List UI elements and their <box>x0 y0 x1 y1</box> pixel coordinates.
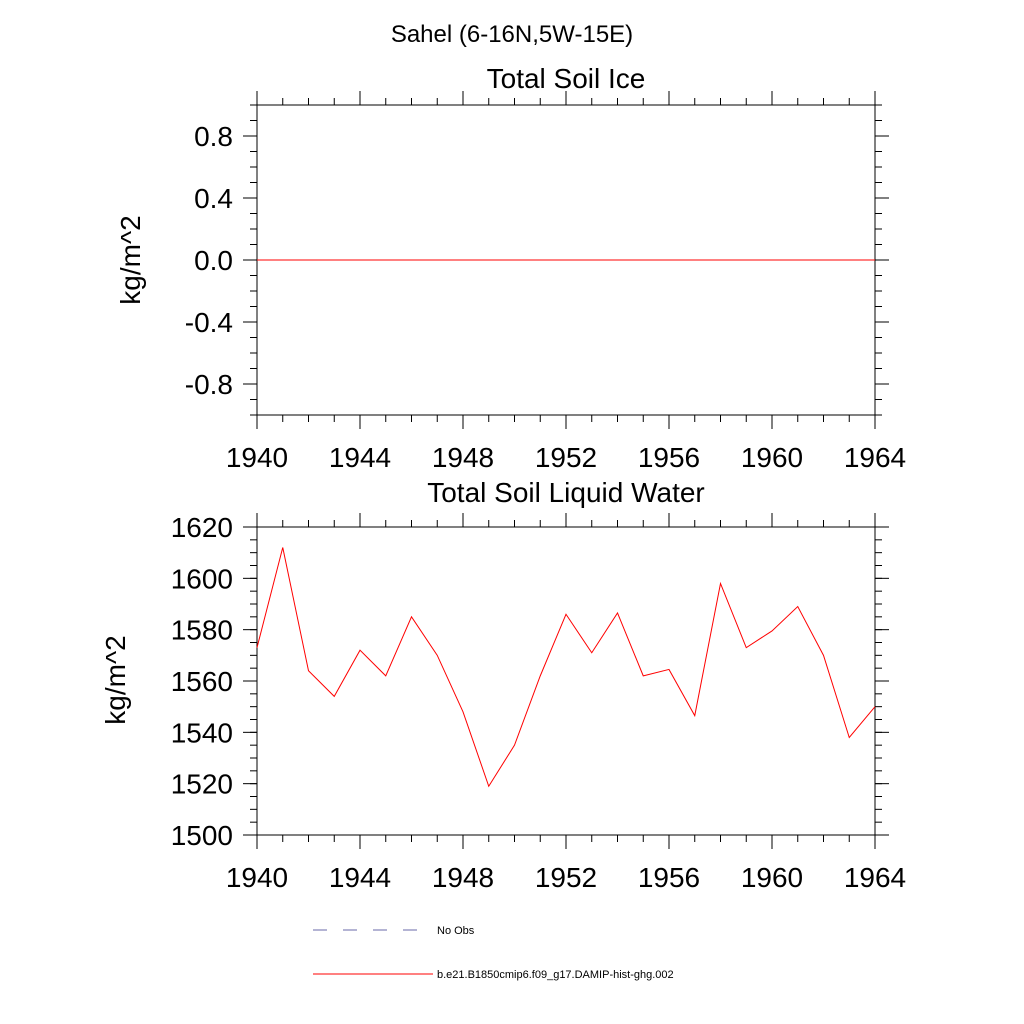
soil-ice-panel: Total Soil Ice kg/m^2 1940 1944 1948 1952 19… <box>115 63 906 473</box>
legend-label-run: b.e21.B1850cmip6.f09_g17.DAMIP-hist-ghg.… <box>437 969 674 981</box>
soil-ice-x-tick-label: 1956 <box>638 442 700 473</box>
soil-liquid-water-series-line <box>256 547 876 788</box>
soil-liquid-water-x-tick-label: 1944 <box>329 862 391 893</box>
legend-label-no-obs: No Obs <box>437 925 475 937</box>
soil-ice-x-tick-label: 1964 <box>844 442 906 473</box>
soil-ice-x-tick-label: 1952 <box>535 442 597 473</box>
soil-ice-x-tick-label: 1960 <box>741 442 803 473</box>
soil-ice-x-tick-label: 1940 <box>226 442 288 473</box>
soil-liquid-water-y-tick-label: 1540 <box>171 717 233 748</box>
soil-liquid-water-x-tick-label: 1960 <box>741 862 803 893</box>
figure-suptitle: Sahel (6-16N,5W-15E) <box>391 21 633 48</box>
soil-liquid-water-x-tick-label: 1948 <box>432 862 494 893</box>
soil-liquid-water-y-tick-label: 1580 <box>171 615 233 646</box>
soil-liquid-water-y-tick-label: 1560 <box>171 666 233 697</box>
soil-ice-x-tick-label: 1944 <box>329 442 391 473</box>
soil-liquid-water-plot-frame <box>256 526 876 836</box>
soil-liquid-water-y-tick-label: 1600 <box>171 563 233 594</box>
soil-ice-y-tick-label: 0.4 <box>194 183 233 214</box>
soil-liquid-water-y-tick-label: 1500 <box>171 820 233 851</box>
soil-liquid-water-y-tick-label: 1520 <box>171 769 233 800</box>
legend: No Obs b.e21.B1850cmip6.f09_g17.DAMIP-hi… <box>313 925 674 981</box>
soil-ice-ylabel: kg/m^2 <box>115 215 146 304</box>
soil-liquid-water-ylabel: kg/m^2 <box>100 635 131 724</box>
soil-liquid-water-x-tick-label: 1956 <box>638 862 700 893</box>
soil-liquid-water-panel: Total Soil Liquid Water kg/m^2 1940 1944 1… <box>100 477 906 893</box>
soil-ice-y-tick-label: 0.8 <box>194 121 233 152</box>
soil-liquid-water-x-tick-label: 1952 <box>535 862 597 893</box>
soil-ice-x-tick-label: 1948 <box>432 442 494 473</box>
soil-ice-y-tick-label: -0.8 <box>185 369 233 400</box>
soil-liquid-water-title: Total Soil Liquid Water <box>427 477 705 508</box>
soil-ice-y-tick-label: 0.0 <box>194 245 233 276</box>
soil-ice-title: Total Soil Ice <box>487 63 646 94</box>
soil-liquid-water-x-tick-label: 1964 <box>844 862 906 893</box>
soil-ice-y-tick-label: -0.4 <box>185 307 233 338</box>
soil-liquid-water-x-tick-label: 1940 <box>226 862 288 893</box>
soil-liquid-water-y-tick-label: 1620 <box>171 512 233 543</box>
